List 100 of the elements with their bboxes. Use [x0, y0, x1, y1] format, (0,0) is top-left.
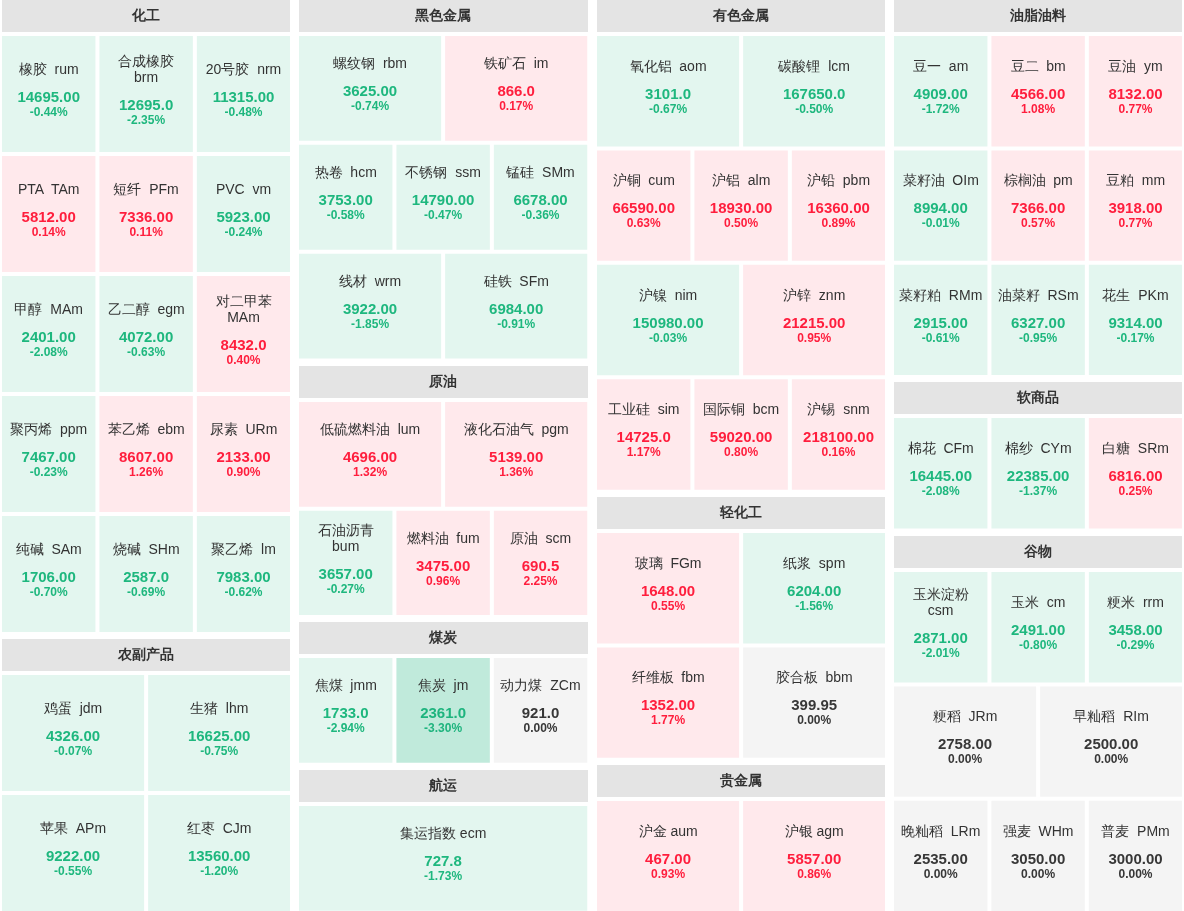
data-label: 0.77% — [1118, 101, 1153, 116]
category-label: 氧化铝 aom — [629, 57, 707, 74]
text: 谷物 — [893, 535, 1182, 568]
category-label: 动力煤 ZCm — [500, 677, 581, 694]
data-label: -0.75% — [200, 743, 239, 758]
category-label: 纤维板 fbm — [631, 668, 705, 685]
category-label: 工业硅 sim — [607, 401, 679, 417]
category-label: 沪锡 snm — [806, 401, 870, 417]
data-label: 2871.00 — [913, 628, 968, 646]
category-label: 热卷 hcm — [314, 163, 378, 180]
data-label: -2.35% — [127, 112, 166, 127]
data-label: 66590.00 — [611, 199, 675, 217]
category-label: 尿素 URm — [209, 420, 278, 437]
category-label: 早籼稻 RIm — [1073, 707, 1149, 724]
text: 软商品 — [893, 382, 1182, 415]
data-label: 0.17% — [499, 98, 534, 113]
category-label: 棉花 CFm — [907, 440, 974, 456]
data-label: -0.47% — [424, 207, 463, 222]
data-label: 16625.00 — [187, 726, 251, 744]
category-label: 沪金 aum — [638, 822, 698, 839]
data-label: -0.44% — [29, 104, 69, 119]
data-label: 0.95% — [796, 330, 832, 345]
data-label: 3458.00 — [1108, 620, 1163, 638]
data-label: 2500.00 — [1083, 734, 1139, 752]
data-label: 0.00% — [796, 712, 832, 727]
data-label: 5139.00 — [489, 447, 544, 465]
data-label: 0.00% — [1020, 866, 1056, 881]
category-label: 螺纹钢 rbm — [333, 54, 408, 71]
data-label: 3657.00 — [318, 564, 374, 582]
category-label: 橡胶 rum — [18, 60, 79, 77]
data-label: 150980.00 — [632, 313, 704, 331]
category-label: 焦炭 jm — [418, 677, 469, 694]
data-label: 0.77% — [1118, 216, 1153, 231]
data-label: 0.00% — [947, 751, 983, 766]
category-label: 沪铅 pbm — [806, 172, 870, 189]
data-label: 866.0 — [497, 81, 536, 99]
data-label: -2.08% — [29, 344, 69, 359]
category-label: 低硫燃料油 lum — [320, 420, 421, 437]
data-label: 218100.00 — [802, 428, 874, 445]
text: 航运 — [299, 770, 588, 803]
category-label: 线材 wrm — [339, 272, 402, 289]
data-label: -0.48% — [224, 104, 263, 119]
category-label: 纯碱 SAm — [15, 540, 82, 557]
data-label: 8132.00 — [1108, 84, 1163, 102]
category-label: 红枣 CJm — [186, 819, 252, 836]
data-label: -0.17% — [1116, 330, 1155, 345]
category-label: 对二甲苯 MAm — [215, 292, 272, 325]
data-label: 0.50% — [723, 216, 758, 231]
category-label: 玉米 cm — [1010, 593, 1066, 610]
category-label: 粳稻 JRm — [932, 707, 998, 724]
text: 原油 — [299, 365, 588, 398]
text: 油脂油料 — [893, 0, 1182, 32]
category-label: 沪镍 nim — [638, 286, 697, 303]
data-label: 2361.0 — [420, 704, 467, 722]
category-label: 锰硅 SMm — [505, 163, 576, 180]
data-label: 2491.00 — [1010, 620, 1065, 638]
data-label: -0.55% — [54, 863, 93, 878]
data-label: 0.00% — [523, 721, 559, 736]
text: 有色金属 — [596, 0, 885, 32]
category-label: 硅铁 SFm — [482, 272, 550, 289]
data-label: 12695.0 — [119, 95, 174, 113]
data-label: 1.26% — [129, 464, 164, 479]
data-label: 5923.00 — [216, 207, 271, 225]
data-label: -1.20% — [200, 863, 239, 878]
data-label: -0.74% — [351, 98, 390, 113]
data-label: 2915.00 — [913, 313, 968, 331]
data-label: 1.32% — [353, 464, 388, 479]
data-label: 0.16% — [821, 445, 856, 459]
category-label: 晚籼稻 LRm — [900, 822, 981, 839]
data-label: -0.23% — [29, 464, 69, 479]
data-label: 1.08% — [1020, 101, 1056, 116]
category-label: 豆一 am — [912, 57, 969, 74]
category-label: 玻璃 FGm — [634, 554, 702, 571]
category-label: 碳酸锂 lcm — [776, 57, 850, 74]
category-label: 花生 PKm — [1102, 286, 1169, 303]
data-label: 3625.00 — [343, 81, 398, 99]
data-label: -1.56% — [794, 598, 834, 613]
data-label: 6678.00 — [513, 190, 568, 208]
data-label: 2133.00 — [216, 447, 271, 465]
data-label: 59020.00 — [709, 428, 772, 445]
data-label: 0.63% — [626, 216, 661, 231]
category-label: 沪铜 cum — [612, 172, 675, 189]
category-label: 菜籽粕 RMm — [898, 286, 983, 303]
data-label: 0.57% — [1020, 216, 1056, 231]
category-label: 纸浆 spm — [782, 554, 845, 571]
data-label: 9314.00 — [1108, 313, 1163, 331]
category-label: 聚乙烯 lm — [211, 540, 276, 557]
data-label: 467.00 — [644, 849, 691, 867]
data-label: -0.27% — [326, 581, 366, 596]
data-label: 399.95 — [790, 695, 837, 713]
data-label: 690.5 — [522, 556, 560, 574]
category-label: 国际铜 bcm — [702, 401, 779, 417]
category-label: 集运指数 ecm — [400, 825, 487, 842]
data-label: -0.58% — [326, 207, 366, 222]
data-label: 0.00% — [923, 866, 958, 881]
data-label: 7983.00 — [216, 567, 271, 585]
data-label: -0.69% — [127, 584, 166, 599]
category-label: 棕榈油 pm — [1003, 172, 1073, 189]
category-label: 菜籽油 OIm — [902, 172, 979, 189]
data-label: 14725.0 — [616, 428, 671, 445]
